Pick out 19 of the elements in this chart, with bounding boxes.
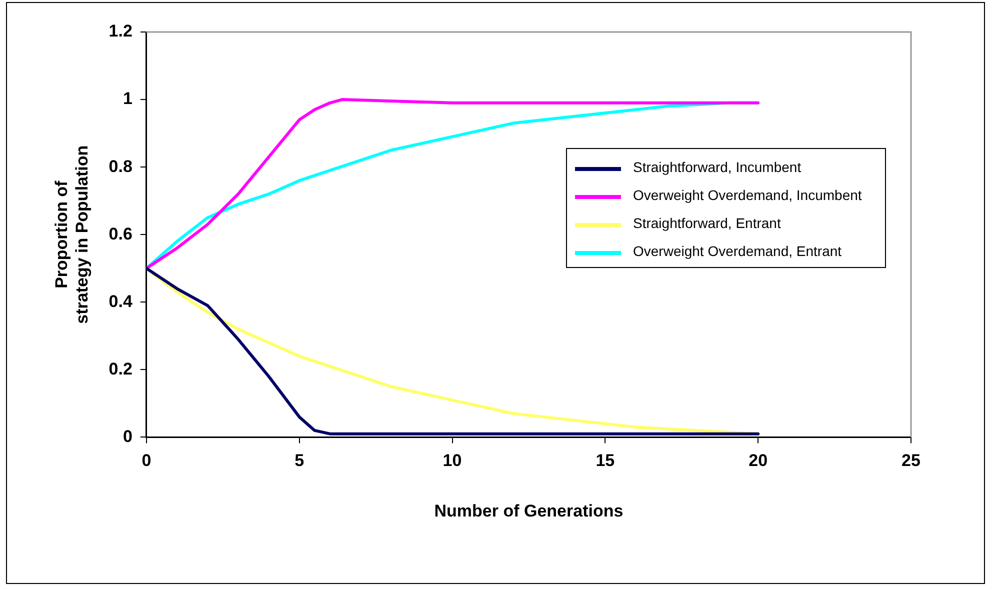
y-tick-label: 0.4 — [108, 292, 133, 311]
y-tick-label: 0.6 — [108, 224, 132, 244]
legend-label: Straightforward, Incumbent — [633, 159, 802, 175]
x-tick-label: 20 — [748, 451, 768, 470]
y-tick-label: 0 — [122, 426, 132, 446]
x-axis-title: Number of Generations — [434, 501, 624, 520]
legend-label: Overweight Overdemand, Incumbent — [633, 187, 862, 203]
y-tick-label: 1.2 — [108, 22, 132, 41]
y-tick-label: 1 — [122, 89, 132, 108]
y-axis-title: Proportion of strategy in Population — [52, 145, 92, 324]
y-tick-label: 0.2 — [108, 359, 132, 378]
legend-label: Straightforward, Entrant — [633, 215, 781, 231]
x-tick-label: 5 — [294, 451, 304, 470]
y-tick-label: 0.8 — [108, 156, 132, 176]
x-tick-label: 10 — [442, 451, 462, 470]
x-tick-label: 25 — [902, 451, 920, 470]
x-tick-label: 15 — [596, 451, 615, 470]
x-tick-label: 0 — [142, 451, 152, 470]
legend-label: Overweight Overdemand, Entrant — [633, 243, 842, 259]
